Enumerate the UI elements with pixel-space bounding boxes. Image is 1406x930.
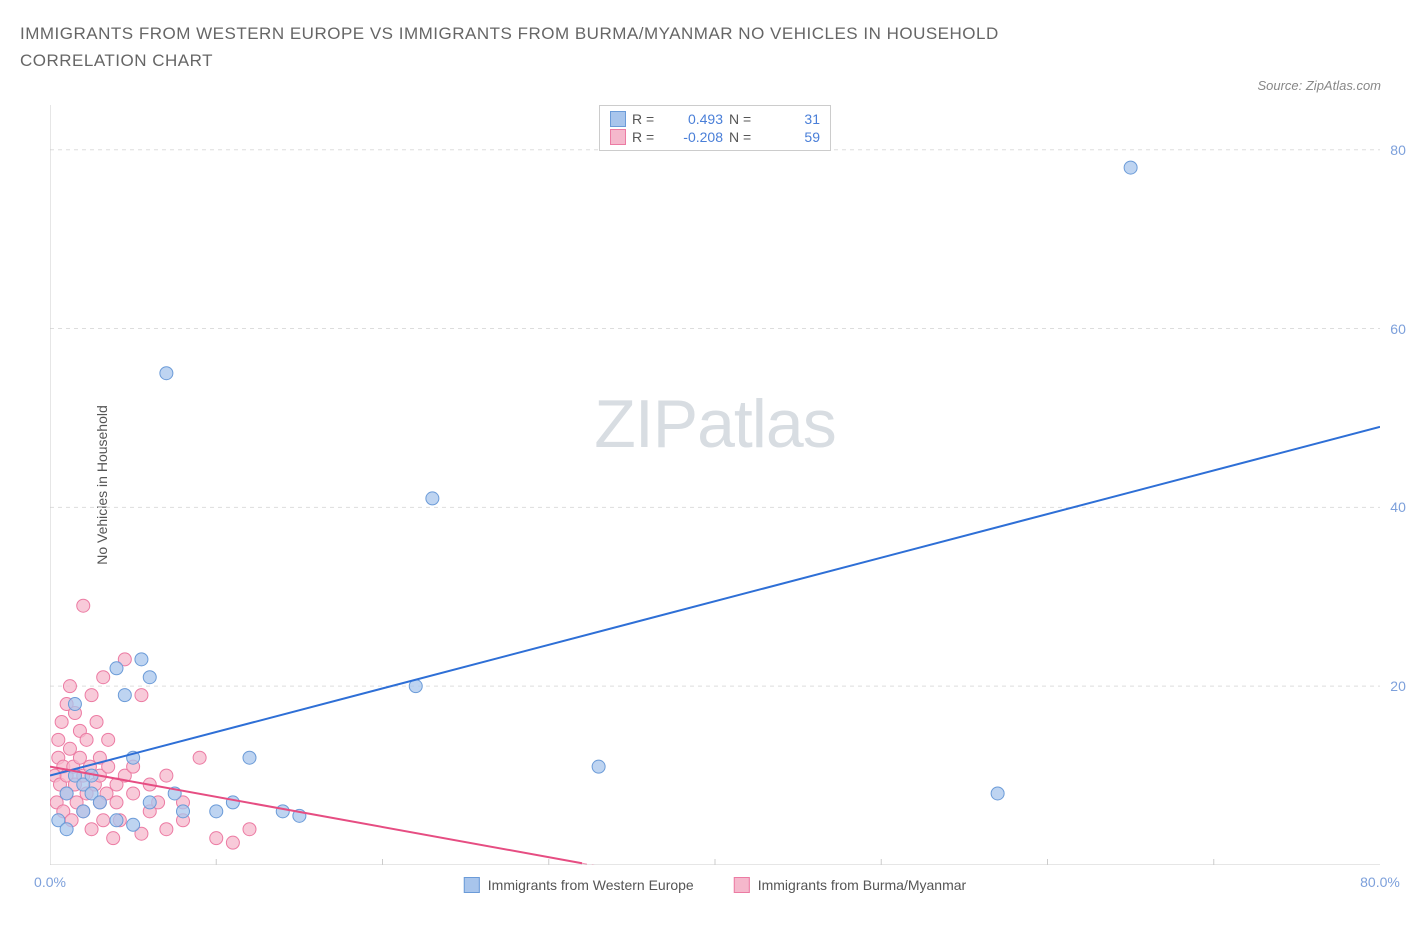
swatch-series1	[610, 111, 626, 127]
y-tick-label: 40.0%	[1390, 499, 1406, 515]
legend-row-series1: R = 0.493 N = 31	[610, 110, 820, 128]
legend-row-series2: R = -0.208 N = 59	[610, 128, 820, 146]
legend-item-series2: Immigrants from Burma/Myanmar	[734, 877, 966, 893]
legend-series: Immigrants from Western Europe Immigrant…	[464, 877, 966, 893]
x-tick-label: 80.0%	[1360, 874, 1400, 890]
scatter-plot	[50, 105, 1380, 865]
y-tick-label: 80.0%	[1390, 142, 1406, 158]
legend-correlation: R = 0.493 N = 31 R = -0.208 N = 59	[599, 105, 831, 151]
source-attribution: Source: ZipAtlas.com	[1257, 78, 1381, 93]
chart-area: No Vehicles in Household ZIPatlas R = 0.…	[50, 105, 1380, 865]
y-tick-label: 60.0%	[1390, 321, 1406, 337]
swatch-series2-bottom	[734, 877, 750, 893]
legend-item-series1: Immigrants from Western Europe	[464, 877, 694, 893]
y-tick-label: 20.0%	[1390, 678, 1406, 694]
x-tick-label: 0.0%	[34, 874, 66, 890]
swatch-series1-bottom	[464, 877, 480, 893]
swatch-series2	[610, 129, 626, 145]
chart-title: IMMIGRANTS FROM WESTERN EUROPE VS IMMIGR…	[20, 20, 1120, 74]
